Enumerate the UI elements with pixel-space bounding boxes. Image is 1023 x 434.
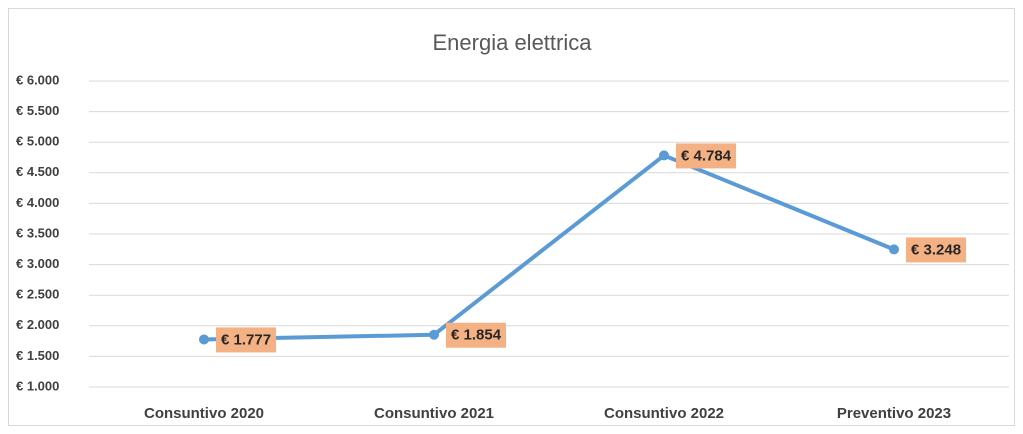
line-series	[203, 153, 895, 342]
x-tick-label: Consuntivo 2020	[144, 405, 264, 422]
data-point	[659, 150, 669, 161]
y-tick-label: € 1.000	[16, 378, 59, 393]
y-tick-label: € 1.500	[16, 348, 59, 363]
y-tick-label: € 3.000	[16, 256, 59, 271]
data-label: € 1.854	[451, 327, 502, 344]
y-tick-label: € 3.500	[16, 225, 59, 240]
y-tick-label: € 5.000	[16, 134, 59, 149]
data-label-bg	[906, 237, 967, 263]
chart-title: Energia elettrica	[433, 30, 593, 55]
data-label: € 1.777	[221, 331, 271, 348]
y-tick-label: € 4.500	[16, 164, 59, 179]
data-label: € 4.784	[681, 147, 732, 164]
x-tick-label: Preventivo 2023	[837, 405, 951, 422]
y-tick-label: € 2.500	[16, 287, 59, 302]
data-point	[199, 334, 209, 345]
y-tick-label: € 4.000	[16, 195, 59, 210]
data-label-bg	[216, 327, 277, 353]
data-point	[429, 329, 439, 340]
y-tick-label: € 5.500	[16, 103, 59, 118]
data-label-bg	[446, 322, 507, 348]
chart-frame	[8, 8, 1015, 426]
y-tick-label: € 2.000	[16, 317, 59, 332]
data-label: € 3.248	[911, 241, 961, 258]
x-tick-label: Consuntivo 2022	[604, 405, 724, 422]
y-tick-label: € 6.000	[16, 72, 59, 87]
x-tick-label: Consuntivo 2021	[374, 405, 494, 422]
data-point	[889, 244, 899, 255]
data-label-bg	[676, 143, 737, 169]
